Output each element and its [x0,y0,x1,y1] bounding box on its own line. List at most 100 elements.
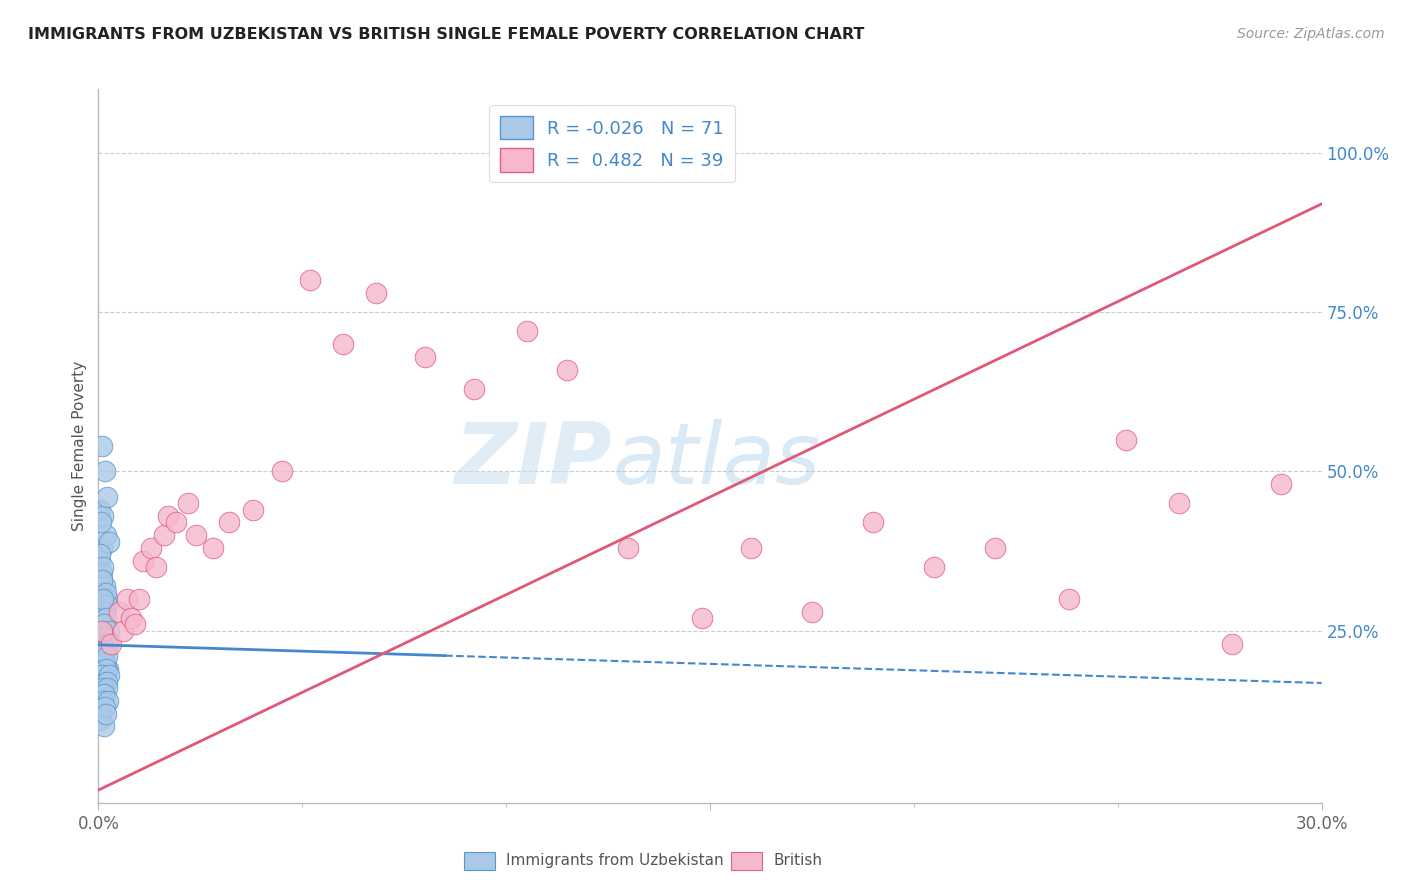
Point [96,706,118,721]
Point [90,573,112,587]
Point [96,681,118,695]
Point [740,541,762,555]
Point [218,516,240,530]
Text: ZIP: ZIP [454,418,612,502]
Point [108,605,131,619]
Point [132,554,155,568]
Point [93,688,115,702]
Point [97,636,120,650]
Point [96,636,118,650]
Point [94,528,117,542]
Point [557,362,579,376]
Point [97,694,120,708]
Point [94,656,117,670]
Point [922,560,945,574]
Point [90,611,112,625]
Point [89,630,111,644]
Point [91,694,114,708]
Point [93,643,115,657]
Point [90,668,112,682]
Point [115,591,138,606]
Point [801,605,824,619]
Point [91,694,114,708]
Point [94,605,117,619]
Text: British: British [773,854,823,868]
Point [270,465,294,479]
Y-axis label: Single Female Poverty: Single Female Poverty [72,361,87,531]
Point [364,286,387,301]
Point [1220,636,1243,650]
Text: Source: ZipAtlas.com: Source: ZipAtlas.com [1237,27,1385,41]
Text: atlas: atlas [612,418,820,502]
Point [152,528,174,542]
Point [94,585,117,599]
Point [242,502,264,516]
Point [94,630,117,644]
Point [90,706,112,721]
Point [96,674,118,689]
Point [97,668,120,682]
Point [89,605,111,619]
Point [91,509,114,524]
Point [1167,496,1189,510]
Point [91,649,114,664]
Point [93,649,115,664]
Point [332,337,354,351]
Text: IMMIGRANTS FROM UZBEKISTAN VS BRITISH SINGLE FEMALE POVERTY CORRELATION CHART: IMMIGRANTS FROM UZBEKISTAN VS BRITISH SI… [28,27,865,42]
Point [120,611,142,625]
Point [96,643,118,657]
Point [89,656,111,670]
Point [91,656,114,670]
Point [186,528,208,542]
Point [90,688,112,702]
Point [91,566,114,581]
Point [93,662,115,676]
Point [89,700,111,714]
Point [91,656,114,670]
Point [984,541,1007,555]
Point [91,624,114,638]
Point [93,617,115,632]
Point [89,554,111,568]
Point [97,624,120,638]
Point [463,382,485,396]
Point [124,617,146,632]
Point [177,496,200,510]
Point [90,656,112,670]
Point [94,700,117,714]
Point [299,273,322,287]
Point [617,541,640,555]
Point [94,643,117,657]
Point [91,541,114,555]
Point [111,624,134,638]
Point [413,350,436,364]
Point [91,649,114,664]
Point [128,591,150,606]
Point [90,636,112,650]
Point [91,560,114,574]
Point [690,611,713,625]
Point [89,713,111,727]
Point [96,599,118,613]
Point [96,649,118,664]
Point [97,662,120,676]
Point [1115,433,1137,447]
Text: Immigrants from Uzbekistan: Immigrants from Uzbekistan [506,854,724,868]
Point [89,674,111,689]
Point [141,541,163,555]
Point [96,490,118,504]
Point [93,674,115,689]
Point [91,624,114,638]
Point [100,636,122,650]
Point [93,579,115,593]
Point [96,611,118,625]
Legend: R = -0.026   N = 71, R =  0.482   N = 39: R = -0.026 N = 71, R = 0.482 N = 39 [489,105,735,183]
Point [1057,591,1080,606]
Point [201,541,224,555]
Point [91,681,114,695]
Point [96,662,118,676]
Point [516,324,538,338]
Point [89,668,111,682]
Point [93,719,115,733]
Point [165,516,187,530]
